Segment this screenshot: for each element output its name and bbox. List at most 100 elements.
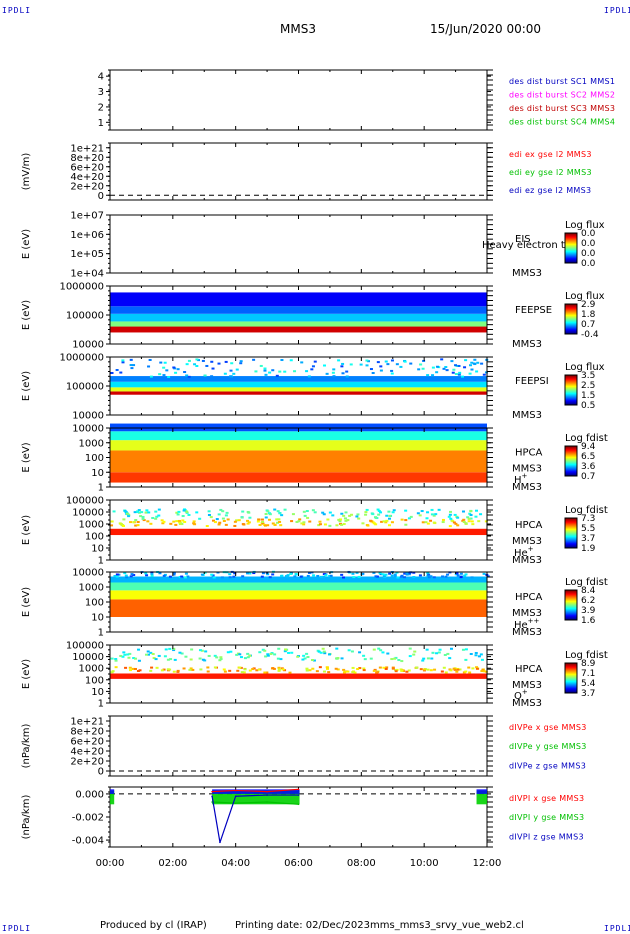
spectrogram-speck <box>163 655 167 658</box>
colorbar-step <box>565 375 577 377</box>
spectrogram-speck <box>259 364 263 367</box>
colorbar-step <box>565 591 577 593</box>
spectrogram-speck <box>240 671 244 674</box>
spectrogram-speck <box>351 572 355 575</box>
spectrogram-speck <box>210 375 214 378</box>
panel-feeps_i: 10000 100000 1000000 E (eV) FEEPSI MMS3 Log fl… <box>21 353 605 422</box>
colorbar-step <box>565 541 577 543</box>
colorbar-step <box>565 461 577 463</box>
x-tick-label: 08:00 <box>347 858 376 869</box>
colorbar-frame <box>564 517 578 549</box>
spectrogram-speck <box>266 654 270 657</box>
colorbar-step <box>565 606 577 608</box>
colorbar-step <box>565 398 577 400</box>
spectrogram-speck <box>158 373 162 376</box>
spectrogram-speck <box>210 573 214 576</box>
spectrogram-speck <box>121 655 125 658</box>
spectrogram-speck <box>325 372 329 375</box>
spectrogram-speck <box>385 519 389 522</box>
spectrogram-speck <box>266 573 270 576</box>
spectrogram-speck <box>264 513 268 516</box>
colorbar-tick-label: 3.7 <box>581 534 595 544</box>
spectrogram-speck <box>417 368 421 371</box>
spectrogram-speck <box>122 651 126 654</box>
colorbar-step <box>565 459 577 461</box>
spectrogram-speck <box>195 358 199 361</box>
colorbar-step <box>565 325 577 327</box>
spectrogram-band <box>110 321 487 327</box>
spectrogram-speck <box>450 360 454 363</box>
spectrogram-speck <box>455 572 459 575</box>
colorbar-step <box>565 237 577 239</box>
spectrogram-speck <box>299 575 303 578</box>
spectrogram-speck <box>110 371 114 374</box>
spectrogram-speck <box>207 513 211 516</box>
spectrogram-speck <box>271 667 275 670</box>
spectrogram-speck <box>147 653 151 656</box>
spectrogram-speck <box>273 653 277 656</box>
spectrogram-speck <box>173 658 177 661</box>
spectrogram-speck <box>426 657 430 660</box>
spectrogram-speck <box>470 368 474 371</box>
spectrogram-speck <box>228 573 232 576</box>
spectrogram-speck <box>482 572 486 575</box>
colorbar-step <box>565 312 577 314</box>
spectrogram-speck <box>419 363 423 366</box>
y-tick-label: 4e+20 <box>70 172 104 183</box>
colorbar-step <box>565 519 577 521</box>
spectrogram-speck <box>420 510 424 513</box>
spectrogram-speck <box>397 659 401 662</box>
spectrogram-speck <box>404 519 408 522</box>
footer-produced-by: Produced by cl (IRAP) <box>100 920 207 931</box>
y-tick-label: 10 <box>91 544 104 555</box>
spectrogram-speck <box>279 524 283 527</box>
y-tick-label: 100 <box>85 598 104 609</box>
spectrogram-band <box>110 431 487 441</box>
spectrogram-speck <box>351 666 355 669</box>
spectrogram-speck <box>237 519 241 522</box>
spectrogram-speck <box>213 654 217 657</box>
spacecraft-label: MMS3 <box>512 268 542 279</box>
spectrogram-speck <box>480 670 484 673</box>
colorbar-tick-label: 8.4 <box>581 586 596 596</box>
spectrogram-speck <box>145 574 149 577</box>
spectrogram-speck <box>128 652 132 655</box>
spectrogram-speck <box>129 364 133 367</box>
panel-eis: 1e+04 1e+05 1e+06 1e+07 E (eV) EIS MMS3 Heavy e… <box>21 211 605 280</box>
spectrogram-speck <box>115 575 119 578</box>
colorbar-step <box>565 323 577 325</box>
spectrogram-speck <box>395 363 399 366</box>
spectrogram-speck <box>296 655 300 658</box>
colorbar-step <box>565 453 577 455</box>
colorbar-step <box>565 604 577 606</box>
spectrogram-speck <box>276 657 280 660</box>
spectrogram-speck <box>328 524 332 527</box>
spectrogram-speck <box>444 366 448 369</box>
spectrogram-speck <box>471 667 475 670</box>
spectrogram-speck <box>177 519 181 522</box>
colorbar-tick-label: 8.9 <box>581 659 596 669</box>
spectrogram-speck <box>168 647 172 650</box>
colorbar-step <box>565 685 577 687</box>
colorbar-step <box>565 683 577 685</box>
spectrogram-speck <box>458 668 462 671</box>
spectrogram-speck <box>441 575 445 578</box>
spectrogram-speck <box>336 668 340 671</box>
spectrogram-speck <box>477 520 481 523</box>
spectrogram-speck <box>387 510 391 513</box>
colorbar-step <box>565 665 577 667</box>
colorbar-step <box>565 384 577 386</box>
corner-label-bottom-right: IPDLI <box>604 924 630 933</box>
spectrogram-speck <box>446 652 450 655</box>
spectrogram-speck <box>341 362 345 365</box>
colorbar-step <box>565 605 577 607</box>
spectrogram-speck <box>176 670 180 673</box>
colorbar-tick-label: 6.2 <box>581 596 595 606</box>
spectrogram-speck <box>199 668 203 671</box>
colorbar-step <box>565 448 577 450</box>
colorbar-step <box>565 233 577 235</box>
spectrogram-speck <box>251 668 255 671</box>
colorbar-tick-label: -0.4 <box>581 330 599 340</box>
spectrogram-band <box>110 450 487 473</box>
spectrogram-speck <box>431 651 435 654</box>
